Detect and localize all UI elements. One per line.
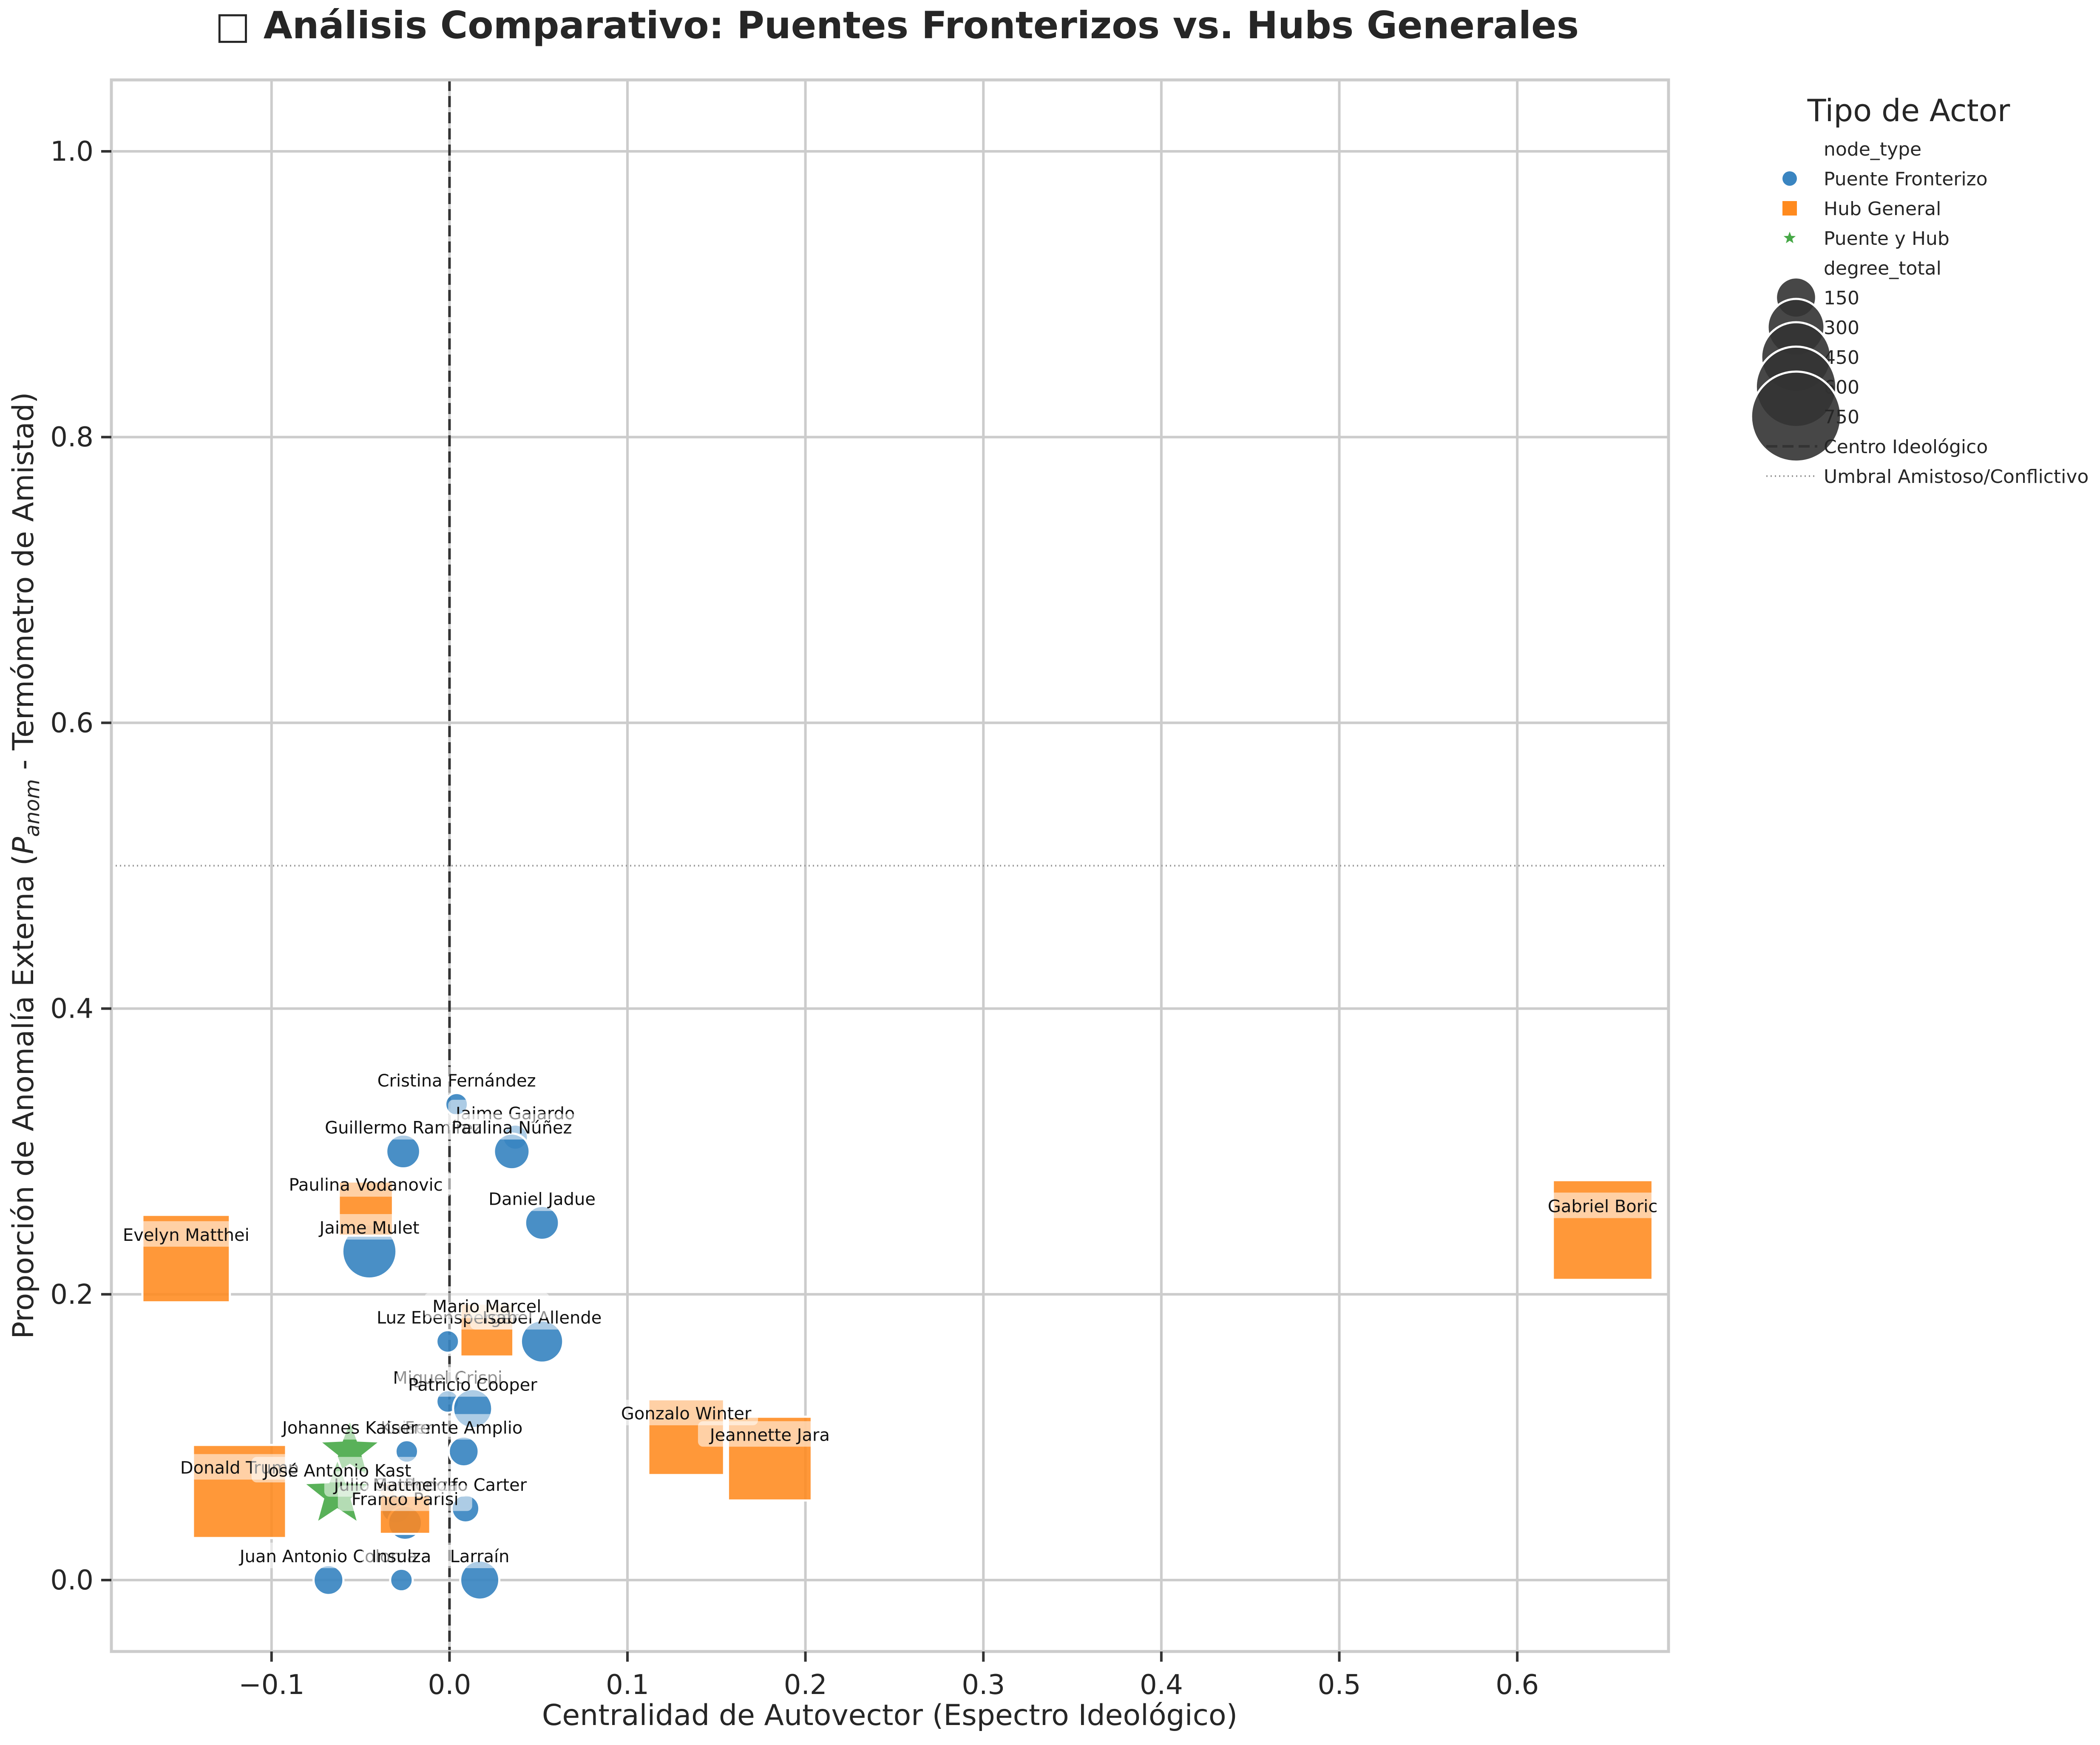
legend-label-centro-ideologico: Centro Ideológico <box>1824 436 1988 458</box>
y-tick-label: 0.8 <box>50 422 94 453</box>
label-insulza: Insulza <box>372 1547 431 1566</box>
label-box-daniel-jadue <box>480 1185 605 1211</box>
y-tick-label: 0.6 <box>50 707 94 739</box>
legend-title: Tipo de Actor <box>1807 93 2010 128</box>
x-tick-label: 0.4 <box>1140 1669 1183 1701</box>
legend-label-hub-general: Hub General <box>1824 198 1941 220</box>
plot-frame <box>110 78 1670 1653</box>
label-box-jaime-mulet <box>312 1214 428 1240</box>
legend-square-icon <box>1782 201 1797 216</box>
x-axis-label: Centralidad de Autovector (Espectro Ideo… <box>542 1699 1237 1732</box>
legend-size-icon <box>1750 370 1842 463</box>
label-box-johannes-kaiser <box>273 1414 426 1440</box>
label-larrain: Larraín <box>450 1547 510 1566</box>
point-luz-ebensperger <box>435 1329 460 1354</box>
label-box-paulina-vodanovic <box>280 1171 452 1197</box>
label-paulina-vodanovic: Paulina Vodanovic <box>289 1175 443 1195</box>
label-box-gonzalo-winter <box>614 1399 758 1425</box>
label-gabriel-boric: Gabriel Boric <box>1548 1197 1657 1217</box>
label-daniel-jadue: Daniel Jadue <box>488 1190 596 1209</box>
label-mario-marcel: Mario Marcel <box>432 1297 541 1317</box>
label-johannes-kaiser: Johannes Kaiser <box>281 1418 418 1438</box>
y-tick-label: 0.4 <box>50 993 94 1025</box>
x-tick-label: 0.6 <box>1496 1669 1539 1701</box>
x-tick-label: 0.5 <box>1318 1669 1361 1701</box>
label-jaime-mulet: Jaime Mulet <box>318 1218 420 1238</box>
x-tick-label: 0.1 <box>606 1669 649 1701</box>
x-axis-ticks: −0.1 0.0 0.1 0.2 0.3 0.4 0.5 0.6 <box>238 1651 1539 1701</box>
label-box-frente-amplio <box>396 1414 531 1440</box>
legend: Tipo de Actor node_type Puente Fronterizo… <box>1750 93 2089 488</box>
point-juan-antonio-coloma <box>312 1564 345 1596</box>
y-tick-label: 0.2 <box>50 1279 94 1311</box>
label-gonzalo-winter: Gonzalo Winter <box>621 1404 752 1424</box>
label-box-insulza <box>362 1542 441 1568</box>
y-tick-label: 1.0 <box>50 136 94 167</box>
legend-label-150: 150 <box>1824 287 1859 309</box>
y-tick-label: 0.0 <box>50 1565 94 1596</box>
label-evelyn-matthei: Evelyn Matthei <box>123 1226 250 1245</box>
point-daniel-jadue <box>524 1205 560 1241</box>
legend-header-degree-total: degree_total <box>1824 258 1941 279</box>
grid <box>111 80 1669 1651</box>
x-tick-label: −0.1 <box>238 1669 304 1701</box>
point-frente-amplio <box>448 1435 480 1468</box>
label-box-jose-antonio-kast <box>251 1457 423 1483</box>
x-tick-label: 0.3 <box>962 1669 1005 1701</box>
legend-label-umbral-amistoso-conflictivo: Umbral Amistoso/Conflictivo <box>1824 466 2089 488</box>
point-guillermo-ramirez <box>385 1133 421 1170</box>
y-axis-label-subscript: anom <box>20 779 44 837</box>
y-axis-label-rest: - Termómetro de Amistad) <box>7 392 40 779</box>
x-tick-label: 0.2 <box>784 1669 827 1701</box>
chart-title: □ Análisis Comparativo: Puentes Fronteri… <box>215 3 1579 47</box>
label-box-gabriel-boric <box>1535 1192 1670 1218</box>
legend-label-300: 300 <box>1824 317 1859 339</box>
y-axis-label-main: Proporción de Anomalía Externa ( <box>7 854 40 1339</box>
label-box-paulina-nunez <box>444 1114 579 1140</box>
label-jose-antonio-kast: José Antonio Kast <box>262 1461 411 1481</box>
label-box-jeannette-jara <box>698 1421 842 1447</box>
legend-items: node_type Puente Fronterizo Hub General Pue… <box>1750 139 2089 488</box>
legend-label-puente-y-hub: Puente y Hub <box>1824 228 1950 250</box>
legend-label-750: 750 <box>1824 406 1859 428</box>
point-insulza <box>389 1567 414 1593</box>
legend-circle-icon <box>1782 171 1797 186</box>
y-axis-label: Proporción de Anomalía Externa (Panom - … <box>7 392 44 1339</box>
label-paulina-nunez: Paulina Núñez <box>451 1118 572 1138</box>
y-axis-label-symbol: P <box>7 837 40 854</box>
label-box-mario-marcel <box>424 1292 550 1318</box>
label-patricio-cooper: Patricio Cooper <box>408 1376 537 1395</box>
label-jeannette-jara: Jeannette Jara <box>709 1425 830 1445</box>
label-box-larrain <box>440 1542 519 1568</box>
legend-label-puente-fronterizo: Puente Fronterizo <box>1824 168 1988 190</box>
x-tick-label: 0.0 <box>428 1669 471 1701</box>
label-cristina-fernandez: Cristina Fernández <box>377 1071 536 1091</box>
label-box-cristina-fernandez <box>366 1067 548 1092</box>
y-axis-ticks: 0.0 0.2 0.4 0.6 0.8 1.0 <box>50 136 111 1596</box>
label-box-evelyn-matthei <box>114 1221 258 1247</box>
legend-star-icon <box>1783 232 1796 244</box>
label-box-patricio-cooper <box>396 1371 549 1397</box>
legend-header-node-type: node_type <box>1824 139 1921 160</box>
